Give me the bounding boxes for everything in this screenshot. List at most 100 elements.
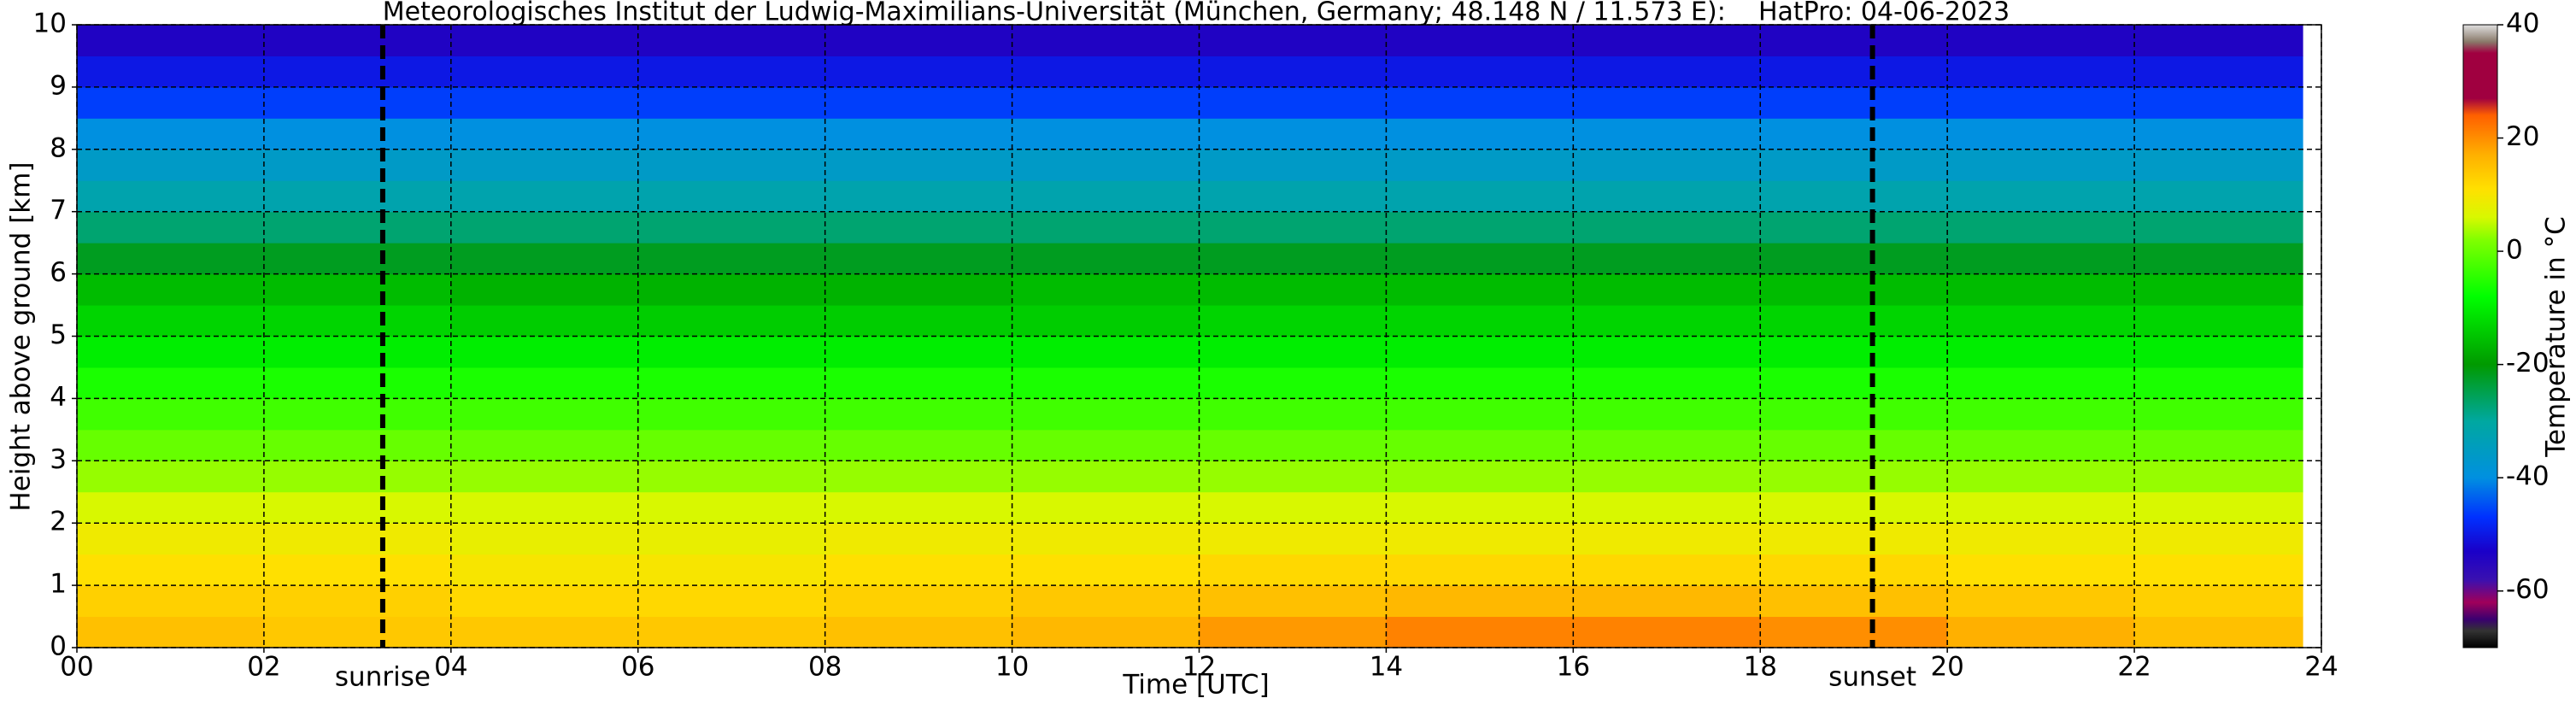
- heatmap-cell: [450, 491, 639, 524]
- heatmap-cell: [1760, 367, 1948, 399]
- heatmap-cell: [1199, 25, 1387, 56]
- heatmap-cell: [450, 273, 639, 306]
- heatmap-cell: [1760, 398, 1948, 431]
- heatmap-cell: [1947, 56, 2135, 88]
- heatmap-cell: [1012, 305, 1200, 337]
- heatmap-cell: [2134, 243, 2303, 275]
- heatmap-cell: [1947, 305, 2135, 337]
- heatmap-cell: [1012, 118, 1200, 150]
- colorbar-tick-label: -40: [2506, 461, 2550, 492]
- heatmap-cell: [77, 461, 265, 493]
- heatmap-cell: [637, 367, 826, 399]
- heatmap-cell: [1573, 180, 1761, 213]
- heatmap-cell: [450, 149, 639, 181]
- heatmap-cell: [2134, 429, 2303, 461]
- heatmap-cell: [1199, 118, 1387, 150]
- heatmap-cell: [1199, 305, 1387, 337]
- heatmap-cell: [1573, 86, 1761, 119]
- heatmap-cell: [450, 616, 639, 648]
- heatmap-cell: [1947, 243, 2135, 275]
- heatmap-cell: [1386, 118, 1574, 150]
- heatmap-cell: [1012, 491, 1200, 524]
- heatmap-cell: [637, 180, 826, 213]
- colorbar-label: Temperature in °C: [2541, 216, 2572, 457]
- heatmap-cell: [637, 149, 826, 181]
- heatmap-cell: [1012, 585, 1200, 618]
- heatmap-cell: [637, 491, 826, 524]
- heatmap-cell: [1386, 429, 1574, 461]
- heatmap-cell: [77, 585, 265, 618]
- heatmap-cell: [2134, 491, 2303, 524]
- x-tick-label: 08: [808, 652, 842, 683]
- heatmap-cell: [1947, 25, 2135, 56]
- heatmap-cell: [1573, 211, 1761, 243]
- heatmap-cell: [1386, 461, 1574, 493]
- heatmap-cell: [1947, 616, 2135, 648]
- heatmap-cell: [637, 398, 826, 431]
- x-tick-label: 00: [60, 652, 93, 683]
- heatmap-cell: [637, 336, 826, 368]
- heatmap-cell: [1386, 25, 1574, 56]
- heatmap-cell: [824, 56, 1013, 88]
- heatmap-cell: [450, 398, 639, 431]
- heatmap-cell: [1760, 243, 1948, 275]
- heatmap-cell: [263, 491, 452, 524]
- x-tick-label: 24: [2304, 652, 2338, 683]
- heatmap-cell: [2134, 585, 2303, 618]
- heatmap-cell: [1199, 616, 1387, 648]
- heatmap-cell: [1573, 429, 1761, 461]
- heatmap-cell: [450, 461, 639, 493]
- heatmap-cell: [1760, 273, 1948, 306]
- heatmap-cell: [1573, 25, 1761, 56]
- heatmap-cell: [824, 211, 1013, 243]
- heatmap-cell: [2134, 25, 2303, 56]
- heatmap-cell: [1760, 461, 1948, 493]
- y-axis-label: Height above ground [km]: [6, 161, 37, 511]
- heatmap-cell: [824, 118, 1013, 150]
- heatmap-cell: [263, 554, 452, 586]
- heatmap-cell: [2134, 118, 2303, 150]
- heatmap-cell: [1947, 273, 2135, 306]
- event-label: sunrise: [335, 662, 431, 693]
- x-tick-label: 02: [247, 652, 280, 683]
- heatmap-cell: [1199, 523, 1387, 555]
- heatmap-cell: [1012, 398, 1200, 431]
- heatmap-cell: [824, 25, 1013, 56]
- heatmap-cell: [1760, 56, 1948, 88]
- heatmap-cell: [2134, 523, 2303, 555]
- heatmap-cell: [1012, 367, 1200, 399]
- heatmap-cell: [1386, 180, 1574, 213]
- heatmap-cell: [637, 273, 826, 306]
- heatmap-cell: [1573, 273, 1761, 306]
- heatmap-cell: [77, 305, 265, 337]
- heatmap-cell: [1199, 491, 1387, 524]
- colorbar-tick-label: 20: [2506, 121, 2539, 152]
- heatmap-cell: [1760, 336, 1948, 368]
- heatmap-cell: [1386, 616, 1574, 648]
- heatmap-cell: [637, 56, 826, 88]
- heatmap-cell: [1199, 398, 1387, 431]
- heatmap-cell: [1760, 429, 1948, 461]
- y-tick-label: 10: [33, 9, 67, 39]
- colorbar-tick-label: -60: [2506, 574, 2550, 605]
- heatmap-cell: [1199, 367, 1387, 399]
- heatmap-cell: [263, 523, 452, 555]
- heatmap-cell: [1760, 211, 1948, 243]
- heatmap-cell: [263, 243, 452, 275]
- heatmap-cell: [1947, 118, 2135, 150]
- heatmap-cell: [1199, 86, 1387, 119]
- heatmap-cell: [77, 86, 265, 119]
- heatmap-cell: [263, 211, 452, 243]
- heatmap-cell: [824, 243, 1013, 275]
- heatmap-cell: [77, 491, 265, 524]
- heatmap-cell: [1199, 429, 1387, 461]
- heatmap-cell: [1760, 523, 1948, 555]
- y-tick-label: 5: [50, 320, 67, 350]
- heatmap-cell: [1573, 616, 1761, 648]
- heatmap-cell: [2134, 56, 2303, 88]
- x-tick-label: 20: [1930, 652, 1963, 683]
- heatmap-cell: [450, 429, 639, 461]
- heatmap-cell: [824, 367, 1013, 399]
- heatmap-cell: [637, 523, 826, 555]
- heatmap-cell: [1012, 56, 1200, 88]
